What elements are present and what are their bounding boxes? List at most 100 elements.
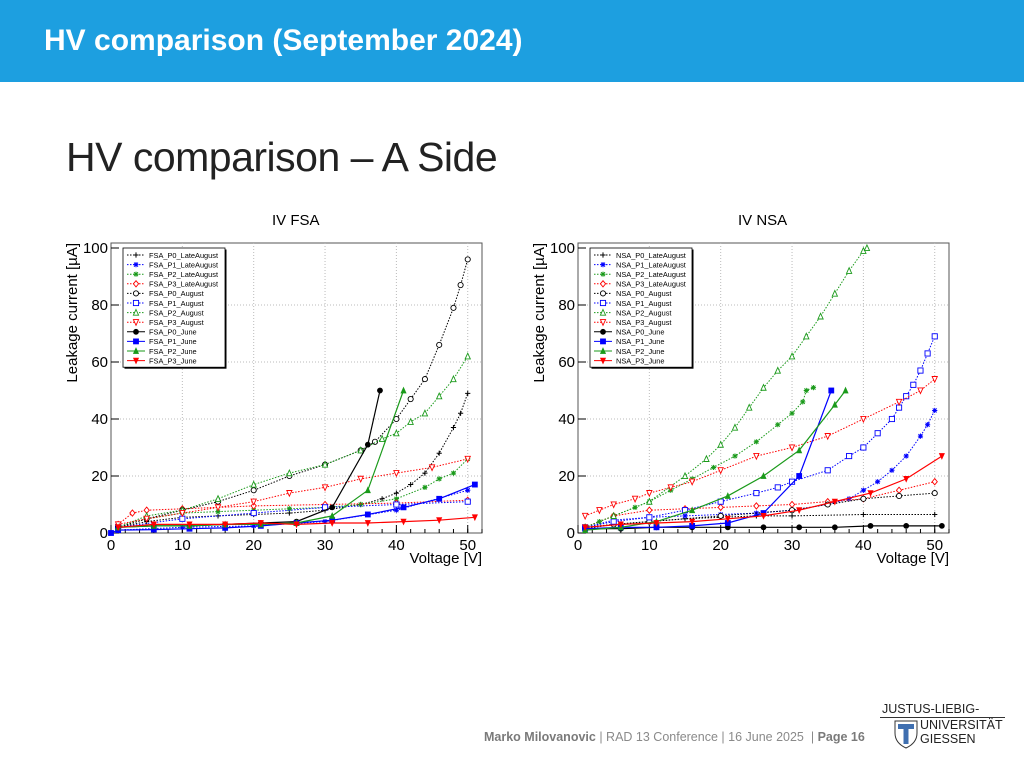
legend-entry: FSA_P2_August [149, 308, 204, 317]
legend-entry: NSA_P2_August [616, 308, 671, 317]
data-point [924, 350, 931, 357]
x-tick-label: 30 [317, 537, 334, 554]
data-point [179, 510, 186, 518]
data-point [250, 480, 257, 488]
y-tick-label: 100 [550, 240, 575, 257]
data-point [803, 387, 809, 394]
data-point [179, 524, 185, 530]
data-point [846, 452, 853, 460]
data-point [250, 510, 257, 517]
data-point [214, 504, 222, 512]
data-point [731, 423, 739, 431]
x-tick-label: 10 [641, 537, 658, 554]
data-point [286, 490, 293, 498]
data-point [393, 490, 399, 496]
footer-date: 16 June 2025 [728, 730, 804, 744]
data-point [903, 453, 909, 459]
data-point [610, 518, 617, 525]
data-point [436, 495, 443, 502]
y-tick-label: 0 [100, 525, 108, 542]
legend-marker [132, 299, 140, 307]
data-point [724, 492, 731, 499]
iv-fsa-chart: 0 10 20 30 40 50 0 20 40 60 80 100 Voltage [V] Leakag… [64, 240, 483, 567]
data-point [931, 333, 938, 340]
data-point [422, 470, 428, 476]
data-point [257, 520, 264, 527]
data-point [646, 497, 653, 505]
data-point [378, 434, 386, 443]
data-point [646, 514, 653, 521]
legend-marker [600, 271, 606, 277]
data-point [464, 498, 471, 505]
data-point [653, 520, 660, 527]
y-tick-label: 0 [567, 525, 575, 542]
data-point [129, 509, 136, 517]
data-point [831, 498, 838, 506]
legend-entry: NSA_P1_June [616, 337, 664, 346]
data-point [357, 446, 365, 454]
data-point [250, 487, 257, 494]
data-point [421, 376, 428, 383]
legend-marker [599, 299, 607, 307]
logo-line2: UNIVERSITÄT [920, 718, 1003, 732]
legend-marker [132, 347, 140, 354]
legend-entry: FSA_P3_June [149, 356, 197, 365]
data-point [471, 481, 478, 488]
data-point [717, 503, 724, 512]
y-tick-label: 20 [91, 468, 108, 485]
data-point [364, 441, 371, 448]
data-point [632, 504, 638, 510]
legend-marker [600, 252, 606, 258]
x-tick-label: 40 [388, 537, 405, 554]
data-point [860, 444, 867, 451]
data-point [400, 386, 407, 394]
data-point [408, 481, 414, 488]
y-tick-label: 20 [558, 468, 575, 485]
section-heading: HV comparison – A Side [66, 134, 498, 180]
data-point [745, 403, 753, 411]
legend-marker [599, 308, 607, 316]
legend-entry: NSA_P3_June [616, 356, 664, 365]
legend-entry: FSA_P1_LateAugust [149, 260, 218, 269]
data-point [393, 507, 399, 513]
legend-marker [599, 347, 607, 354]
series-line [117, 499, 468, 525]
y-tick-label: 60 [91, 354, 108, 371]
data-point [250, 498, 257, 506]
data-point [874, 430, 881, 437]
footer: Marko Milovanovic | RAD 13 Conference | … [484, 730, 865, 744]
data-point [753, 502, 760, 510]
data-point [471, 514, 478, 522]
data-point [610, 501, 617, 509]
data-point [450, 374, 457, 383]
y-tick-label: 100 [83, 240, 108, 257]
data-point [895, 398, 903, 407]
data-point [717, 512, 724, 519]
data-point [688, 478, 696, 486]
data-point [824, 467, 831, 474]
data-point [214, 494, 222, 502]
data-point [924, 422, 931, 428]
legend-marker [133, 252, 139, 258]
data-point [867, 522, 874, 529]
data-point [457, 282, 464, 289]
data-point [631, 495, 639, 503]
x-tick-label: 0 [107, 537, 115, 554]
data-point [931, 477, 938, 486]
data-point [932, 511, 938, 518]
x-axis-label: Voltage [V] [876, 550, 949, 567]
data-point [115, 524, 122, 532]
legend-marker [133, 262, 139, 268]
data-point [436, 450, 442, 456]
data-point [717, 440, 724, 448]
legend-entry: NSA_P1_LateAugust [616, 260, 686, 269]
y-tick-label: 60 [558, 354, 575, 371]
footer-author: Marko Milovanovic [484, 730, 596, 744]
data-point [842, 386, 849, 394]
x-axis-label: Voltage [V] [409, 550, 482, 567]
y-axis-label: Leakage current [µA] [531, 243, 548, 383]
data-point [465, 487, 471, 493]
data-point [788, 444, 796, 452]
y-axis-label: Leakage current [µA] [64, 243, 81, 383]
data-point [464, 256, 471, 263]
